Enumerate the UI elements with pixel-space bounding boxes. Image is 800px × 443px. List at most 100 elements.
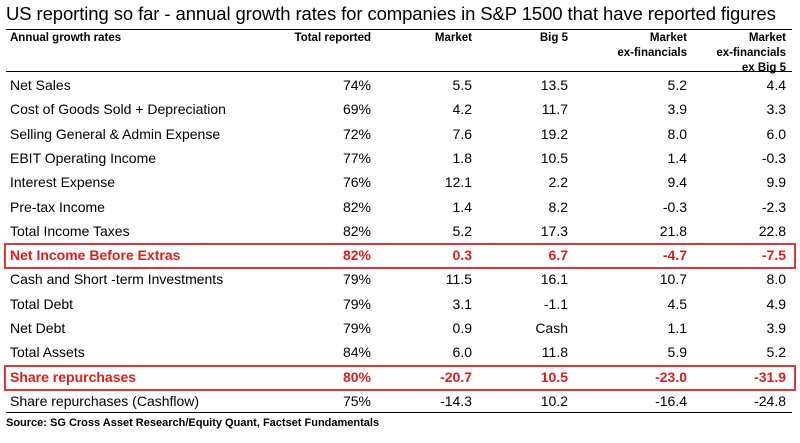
big5-cell: -1.1 — [543, 296, 568, 312]
ex-big5-cell: 4.9 — [766, 296, 786, 312]
market-cell: -20.7 — [440, 369, 472, 385]
total-reported-cell: 76% — [342, 174, 371, 190]
ex-big5-cell: 22.8 — [758, 223, 786, 239]
ex-financials-cell: 4.5 — [667, 296, 687, 312]
row-label: Pre-tax Income — [10, 199, 105, 215]
ex-big5-cell: -0.3 — [761, 150, 786, 166]
ex-financials-cell: 1.4 — [667, 150, 687, 166]
market-cell: 5.5 — [452, 77, 472, 93]
header-total-reported: Total reported — [294, 32, 371, 44]
big5-cell: 10.5 — [540, 369, 568, 385]
row-label: Share repurchases (Cashflow) — [10, 393, 200, 409]
total-reported-cell: 77% — [342, 150, 371, 166]
market-cell: 11.5 — [445, 271, 472, 287]
ex-big5-cell: -2.3 — [761, 199, 786, 215]
total-reported-cell: 72% — [342, 126, 371, 142]
ex-big5-cell: -7.5 — [761, 247, 786, 263]
table-row: Total Debt 79% 3.1 -1.1 4.5 4.9 — [6, 292, 792, 316]
market-cell: 5.2 — [452, 223, 472, 239]
row-label: Cash and Short -term Investments — [10, 271, 224, 287]
row-label: Net Debt — [10, 320, 66, 336]
market-cell: 6.0 — [452, 344, 472, 360]
total-reported-cell: 84% — [342, 344, 371, 360]
total-reported-cell: 79% — [342, 296, 371, 312]
ex-financials-cell: -23.0 — [655, 369, 687, 385]
header-market-ex-financials-line2: ex-financials — [617, 47, 687, 59]
table-row: Pre-tax Income 82% 1.4 8.2 -0.3 -2.3 — [6, 195, 792, 219]
row-label: Selling General & Admin Expense — [10, 126, 221, 142]
table-row: Net Income Before Extras 82% 0.3 6.7 -4.7 -7.… — [6, 243, 792, 267]
table-row: Share repurchases 80% -20.7 10.5 -23.0 -31.9 — [6, 365, 792, 389]
ex-financials-cell: 9.4 — [667, 174, 687, 190]
market-cell: 4.2 — [452, 101, 472, 117]
header-market: Market — [434, 32, 472, 44]
big5-cell: 19.2 — [540, 126, 568, 142]
market-cell: -14.3 — [440, 393, 472, 409]
market-cell: 1.8 — [452, 150, 472, 166]
table-row: Net Sales 74% 5.5 13.5 5.2 4.4 — [6, 73, 792, 97]
ex-financials-cell: 1.1 — [667, 320, 687, 336]
header-divider — [6, 71, 792, 72]
header-ex-big5-line2: ex-financials — [716, 47, 786, 59]
ex-financials-cell: 3.9 — [667, 101, 687, 117]
header-market-ex-financials-line1: Market — [649, 32, 687, 44]
ex-financials-cell: -16.4 — [655, 393, 687, 409]
ex-financials-cell: 8.0 — [667, 126, 687, 142]
big5-cell: 8.2 — [548, 199, 568, 215]
table-row: Cost of Goods Sold + Depreciation 69% 4.2 1… — [6, 97, 792, 121]
total-reported-cell: 80% — [342, 369, 371, 385]
header-market-ex-financials-ex-big5: Market ex-financials ex Big 5 — [716, 31, 786, 76]
header-market-ex-financials: Market ex-financials — [617, 31, 687, 61]
row-label: Total Income Taxes — [10, 223, 130, 239]
total-reported-cell: 82% — [342, 199, 371, 215]
ex-big5-cell: 9.9 — [766, 174, 786, 190]
ex-big5-cell: 8.0 — [766, 271, 786, 287]
table-row: EBIT Operating Income 77% 1.8 10.5 1.4 -0.3 — [6, 146, 792, 170]
big5-cell: 11.8 — [541, 344, 568, 360]
total-reported-cell: 69% — [342, 101, 371, 117]
market-cell: 1.4 — [452, 199, 472, 215]
total-reported-cell: 82% — [342, 223, 371, 239]
total-reported-cell: 74% — [342, 77, 371, 93]
ex-financials-cell: 10.7 — [659, 271, 687, 287]
row-label: Net Income Before Extras — [10, 247, 181, 263]
row-label: Total Assets — [10, 344, 85, 360]
total-reported-cell: 82% — [342, 247, 371, 263]
total-reported-cell: 79% — [342, 271, 371, 287]
row-label: Cost of Goods Sold + Depreciation — [10, 101, 226, 117]
ex-big5-cell: 5.2 — [766, 344, 786, 360]
big5-cell: 6.7 — [548, 247, 568, 263]
ex-big5-cell: -31.9 — [754, 369, 786, 385]
ex-big5-cell: -24.8 — [754, 393, 786, 409]
header-label: Annual growth rates — [10, 32, 122, 44]
big5-cell: 2.2 — [548, 174, 568, 190]
table-row: Net Debt 79% 0.9 Cash 1.1 3.9 — [6, 316, 792, 340]
header-ex-big5-line1: Market — [748, 32, 786, 44]
ex-big5-cell: 3.9 — [766, 320, 786, 336]
row-label: Share repurchases — [10, 369, 137, 385]
header-big5: Big 5 — [539, 32, 568, 44]
market-cell: 12.1 — [444, 174, 472, 190]
market-cell: 3.1 — [452, 296, 472, 312]
ex-big5-cell: 3.3 — [766, 101, 786, 117]
title-divider — [6, 29, 792, 30]
big5-cell: Cash — [535, 320, 568, 336]
row-label: Net Sales — [10, 77, 71, 93]
row-label: Total Debt — [10, 296, 74, 312]
total-reported-cell: 79% — [342, 320, 371, 336]
ex-big5-cell: 6.0 — [766, 126, 786, 142]
table-row: Total Assets 84% 6.0 11.8 5.9 5.2 — [6, 340, 792, 364]
highlight-box — [4, 365, 796, 391]
table-row: Interest Expense 76% 12.1 2.2 9.4 9.9 — [6, 170, 792, 194]
big5-cell: 10.2 — [540, 393, 568, 409]
highlight-box — [4, 243, 796, 269]
total-reported-cell: 75% — [342, 393, 371, 409]
ex-financials-cell: -4.7 — [662, 247, 687, 263]
table-row: Share repurchases (Cashflow) 75% -14.3 10.2… — [6, 389, 792, 413]
big5-cell: 13.5 — [540, 77, 568, 93]
big5-cell: 16.1 — [540, 271, 568, 287]
ex-financials-cell: -0.3 — [662, 199, 687, 215]
table-row: Selling General & Admin Expense 72% 7.6 19.… — [6, 122, 792, 146]
row-label: Interest Expense — [10, 174, 116, 190]
row-label: EBIT Operating Income — [10, 150, 157, 166]
